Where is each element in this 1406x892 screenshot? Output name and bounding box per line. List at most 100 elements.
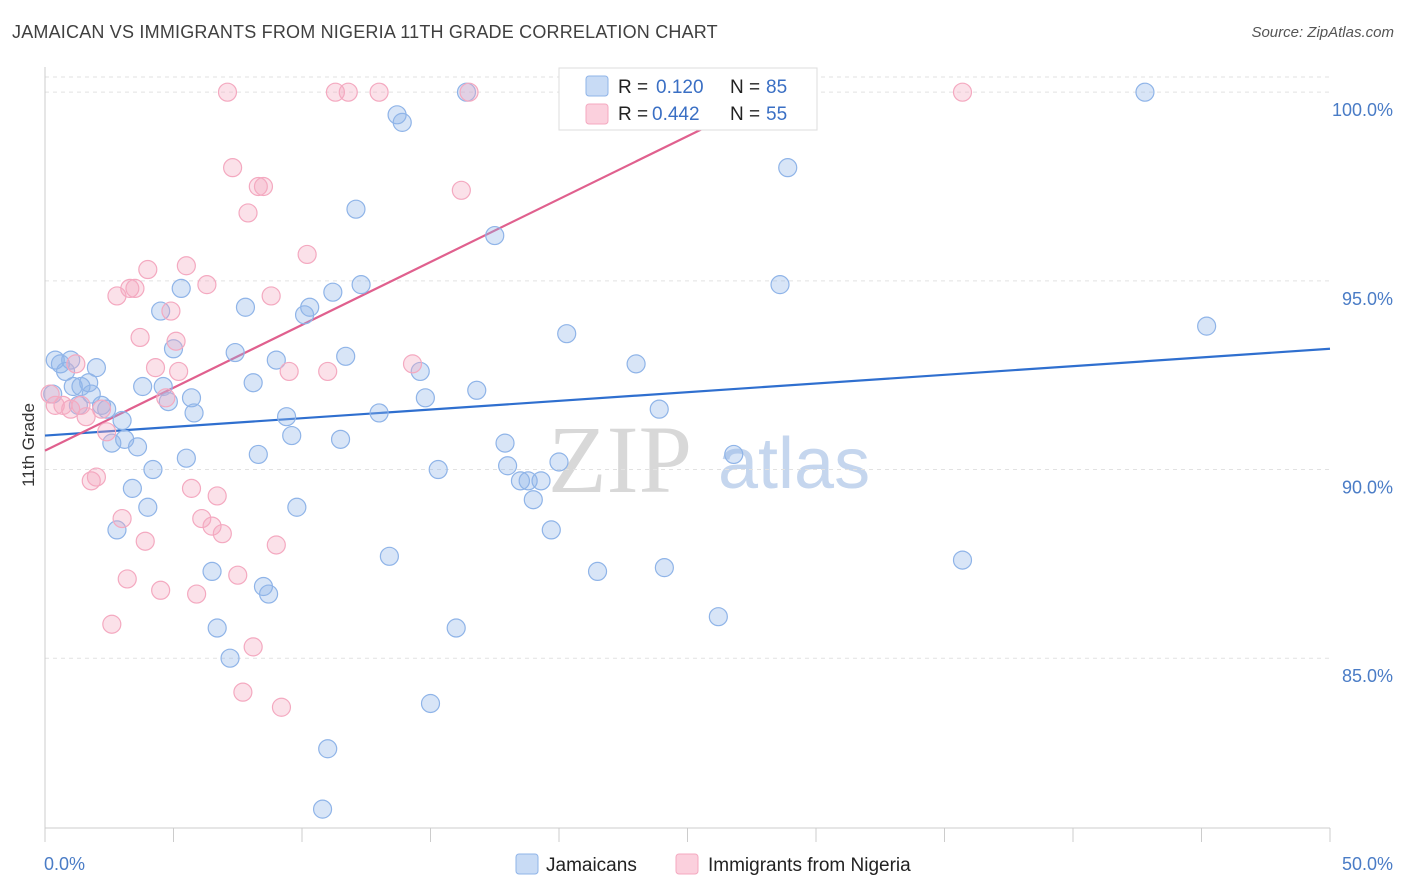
point-jamaicans bbox=[235, 297, 256, 317]
y-tick-label: 90.0% bbox=[1342, 478, 1393, 498]
point-jamaicans bbox=[102, 433, 122, 453]
point-jamaicans bbox=[243, 373, 263, 393]
point-nigeria bbox=[176, 256, 196, 276]
point-nigeria bbox=[166, 331, 186, 351]
point-nigeria bbox=[197, 275, 217, 295]
point-jamaicans bbox=[318, 739, 338, 759]
point-nigeria bbox=[228, 565, 248, 585]
point-nigeria bbox=[253, 176, 274, 197]
point-nigeria bbox=[102, 614, 122, 634]
y-axis-label: 11th Grade bbox=[19, 403, 38, 487]
point-nigeria bbox=[233, 682, 253, 702]
point-jamaicans bbox=[133, 376, 153, 397]
point-jamaicans bbox=[587, 561, 608, 582]
legend-r-label: R = bbox=[618, 104, 648, 125]
point-jamaicans bbox=[176, 448, 196, 468]
point-nigeria bbox=[223, 158, 243, 178]
point-nigeria bbox=[451, 180, 471, 200]
point-nigeria bbox=[97, 422, 117, 442]
point-nigeria bbox=[135, 531, 155, 551]
point-nigeria bbox=[217, 82, 238, 102]
point-nigeria bbox=[76, 407, 96, 427]
point-nigeria bbox=[120, 278, 140, 299]
point-nigeria bbox=[130, 327, 150, 348]
point-nigeria bbox=[202, 516, 222, 536]
point-jamaicans bbox=[248, 444, 268, 465]
trend-line-jamaicans bbox=[44, 347, 1331, 437]
point-jamaicans bbox=[202, 561, 222, 582]
point-jamaicans bbox=[266, 350, 286, 370]
point-nigeria bbox=[402, 354, 423, 374]
legend-n-value: 55 bbox=[766, 104, 787, 125]
point-jamaicans bbox=[336, 346, 356, 366]
point-jamaicans bbox=[127, 437, 148, 457]
point-nigeria bbox=[81, 471, 101, 491]
y-tick-label: 95.0% bbox=[1342, 289, 1393, 309]
point-jamaicans bbox=[207, 618, 227, 638]
point-nigeria bbox=[338, 82, 358, 102]
point-jamaicans bbox=[379, 546, 399, 566]
point-nigeria bbox=[138, 259, 158, 280]
point-nigeria bbox=[161, 301, 181, 321]
trend-lines bbox=[44, 91, 1331, 452]
point-jamaicans bbox=[778, 158, 798, 178]
point-jamaicans bbox=[86, 358, 107, 378]
point-jamaicans bbox=[549, 452, 569, 472]
point-nigeria bbox=[212, 524, 232, 544]
point-nigeria bbox=[261, 286, 281, 306]
point-jamaicans bbox=[952, 550, 973, 570]
point-jamaicans bbox=[523, 490, 543, 510]
point-jamaicans bbox=[626, 354, 646, 374]
bottom-legend-jamaicans: Jamaicans bbox=[546, 855, 637, 876]
legend-n-label: N = bbox=[730, 77, 760, 98]
point-jamaicans bbox=[410, 361, 430, 382]
point-jamaicans bbox=[1135, 82, 1155, 102]
y-tick-label: 85.0% bbox=[1342, 666, 1393, 686]
point-jamaicans bbox=[351, 275, 371, 295]
point-nigeria bbox=[112, 508, 132, 529]
axes: 100.0% 95.0% 90.0% 85.0% 0.0% 50.0% bbox=[44, 67, 1393, 874]
point-jamaicans bbox=[420, 693, 441, 714]
point-jamaicans bbox=[485, 225, 505, 246]
point-nigeria bbox=[117, 569, 137, 589]
x-tick-label-right: 50.0% bbox=[1342, 854, 1393, 874]
point-nigeria bbox=[40, 384, 60, 404]
legend-r-value: 0.120 bbox=[656, 77, 704, 98]
point-jamaicans bbox=[428, 459, 448, 480]
point-jamaicans bbox=[300, 297, 320, 317]
point-nigeria bbox=[243, 637, 263, 657]
point-jamaicans bbox=[55, 361, 76, 382]
x-tick-label-left: 0.0% bbox=[44, 854, 85, 874]
point-nigeria bbox=[207, 486, 227, 506]
point-nigeria bbox=[318, 361, 338, 382]
point-nigeria bbox=[266, 535, 286, 555]
point-nigeria bbox=[952, 82, 973, 102]
point-nigeria bbox=[459, 82, 479, 102]
point-jamaicans bbox=[61, 350, 81, 370]
point-jamaicans bbox=[415, 388, 435, 408]
point-nigeria bbox=[297, 244, 317, 265]
point-jamaicans bbox=[79, 373, 99, 393]
legend-r-value: 0.442 bbox=[652, 104, 700, 125]
point-jamaicans bbox=[287, 497, 307, 517]
point-jamaicans bbox=[724, 444, 744, 465]
point-nigeria bbox=[238, 203, 258, 223]
point-jamaicans bbox=[330, 429, 351, 449]
point-jamaicans bbox=[220, 648, 240, 668]
point-jamaicans bbox=[153, 376, 173, 397]
point-nigeria bbox=[125, 278, 145, 299]
point-jamaicans bbox=[225, 342, 245, 363]
legend-r-label: R = bbox=[618, 77, 648, 98]
point-nigeria bbox=[91, 399, 112, 419]
watermark-zip: ZIP bbox=[548, 406, 692, 513]
point-jamaicans bbox=[369, 403, 389, 423]
bottom-legend: Jamaicans Immigrants from Nigeria bbox=[515, 853, 911, 876]
point-jamaicans bbox=[258, 584, 279, 604]
point-jamaicans bbox=[97, 399, 117, 419]
point-jamaicans bbox=[312, 799, 333, 819]
point-jamaicans bbox=[63, 376, 83, 397]
point-jamaicans bbox=[138, 497, 158, 517]
point-nigeria bbox=[45, 395, 65, 415]
y-tick-label: 100.0% bbox=[1332, 100, 1393, 120]
